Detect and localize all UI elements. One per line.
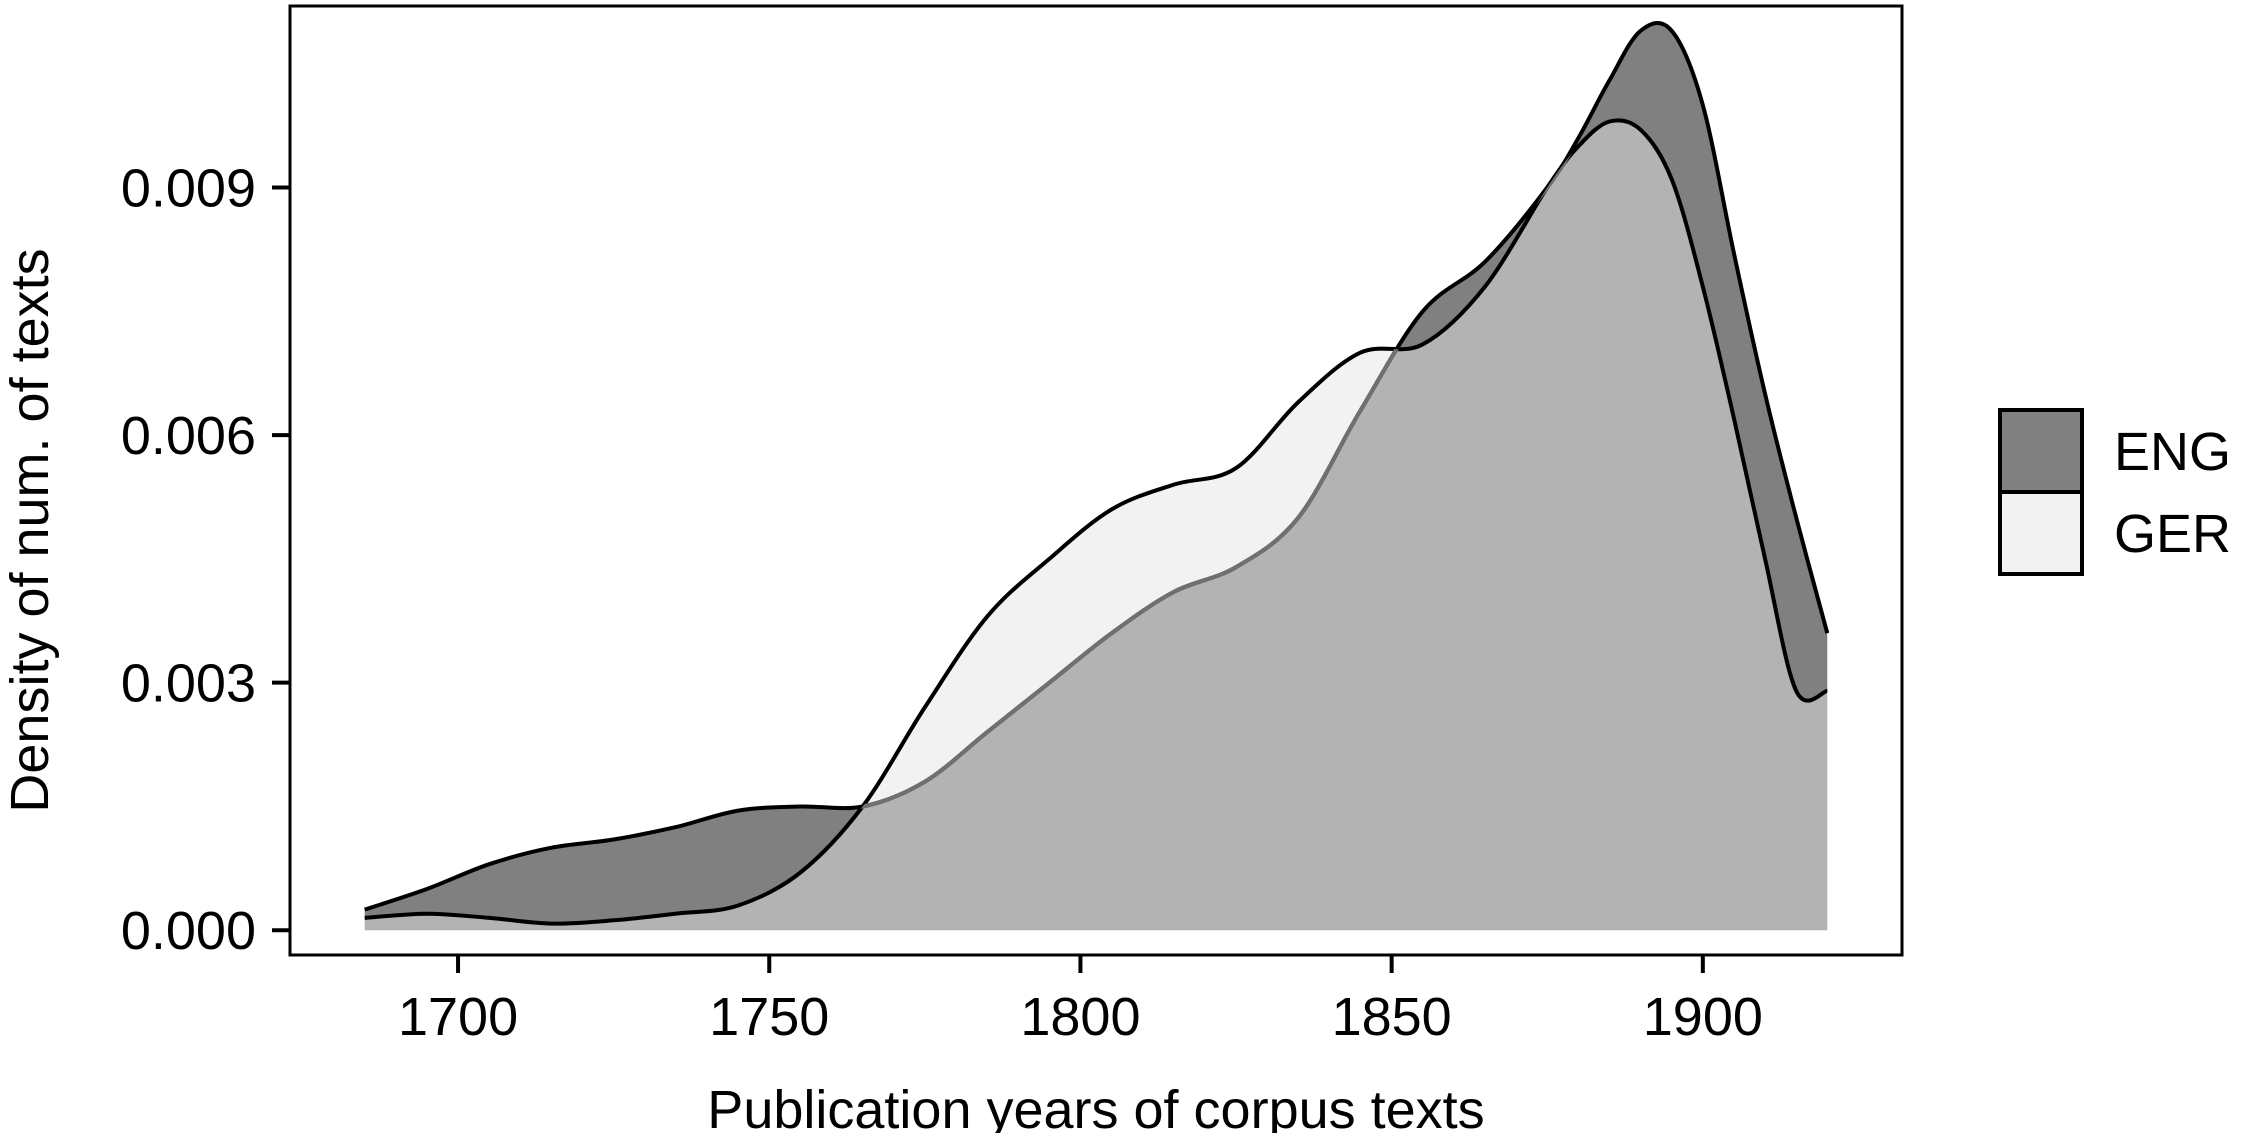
legend-label-ger: GER	[2114, 504, 2231, 564]
x-tick-label: 1850	[1332, 987, 1452, 1047]
y-tick-label: 0.000	[121, 901, 256, 961]
x-axis-title: Publication years of corpus texts	[707, 1080, 1484, 1133]
y-axis-title: Density of num. of texts	[0, 248, 60, 812]
x-tick-label: 1900	[1643, 987, 1763, 1047]
y-tick-label: 0.003	[121, 654, 256, 714]
y-tick-label: 0.009	[121, 159, 256, 219]
line-ger	[364, 118, 1828, 926]
x-axis: 1700 1750 1800 1850 1900	[398, 955, 1763, 1047]
x-tick-label: 1700	[398, 987, 518, 1047]
legend-swatch-eng	[1998, 408, 2084, 494]
plot-frame	[288, 4, 1904, 957]
y-tick-label: 0.006	[121, 406, 256, 466]
y-axis: 0.000 0.003 0.006 0.009	[121, 159, 290, 961]
legend: ENG GER	[1998, 408, 2231, 576]
x-tick-label: 1750	[709, 987, 829, 1047]
density-areas	[364, 21, 1830, 931]
legend-label-eng: ENG	[2114, 422, 2231, 482]
x-tick-label: 1800	[1020, 987, 1140, 1047]
legend-swatch-ger	[1998, 490, 2084, 576]
